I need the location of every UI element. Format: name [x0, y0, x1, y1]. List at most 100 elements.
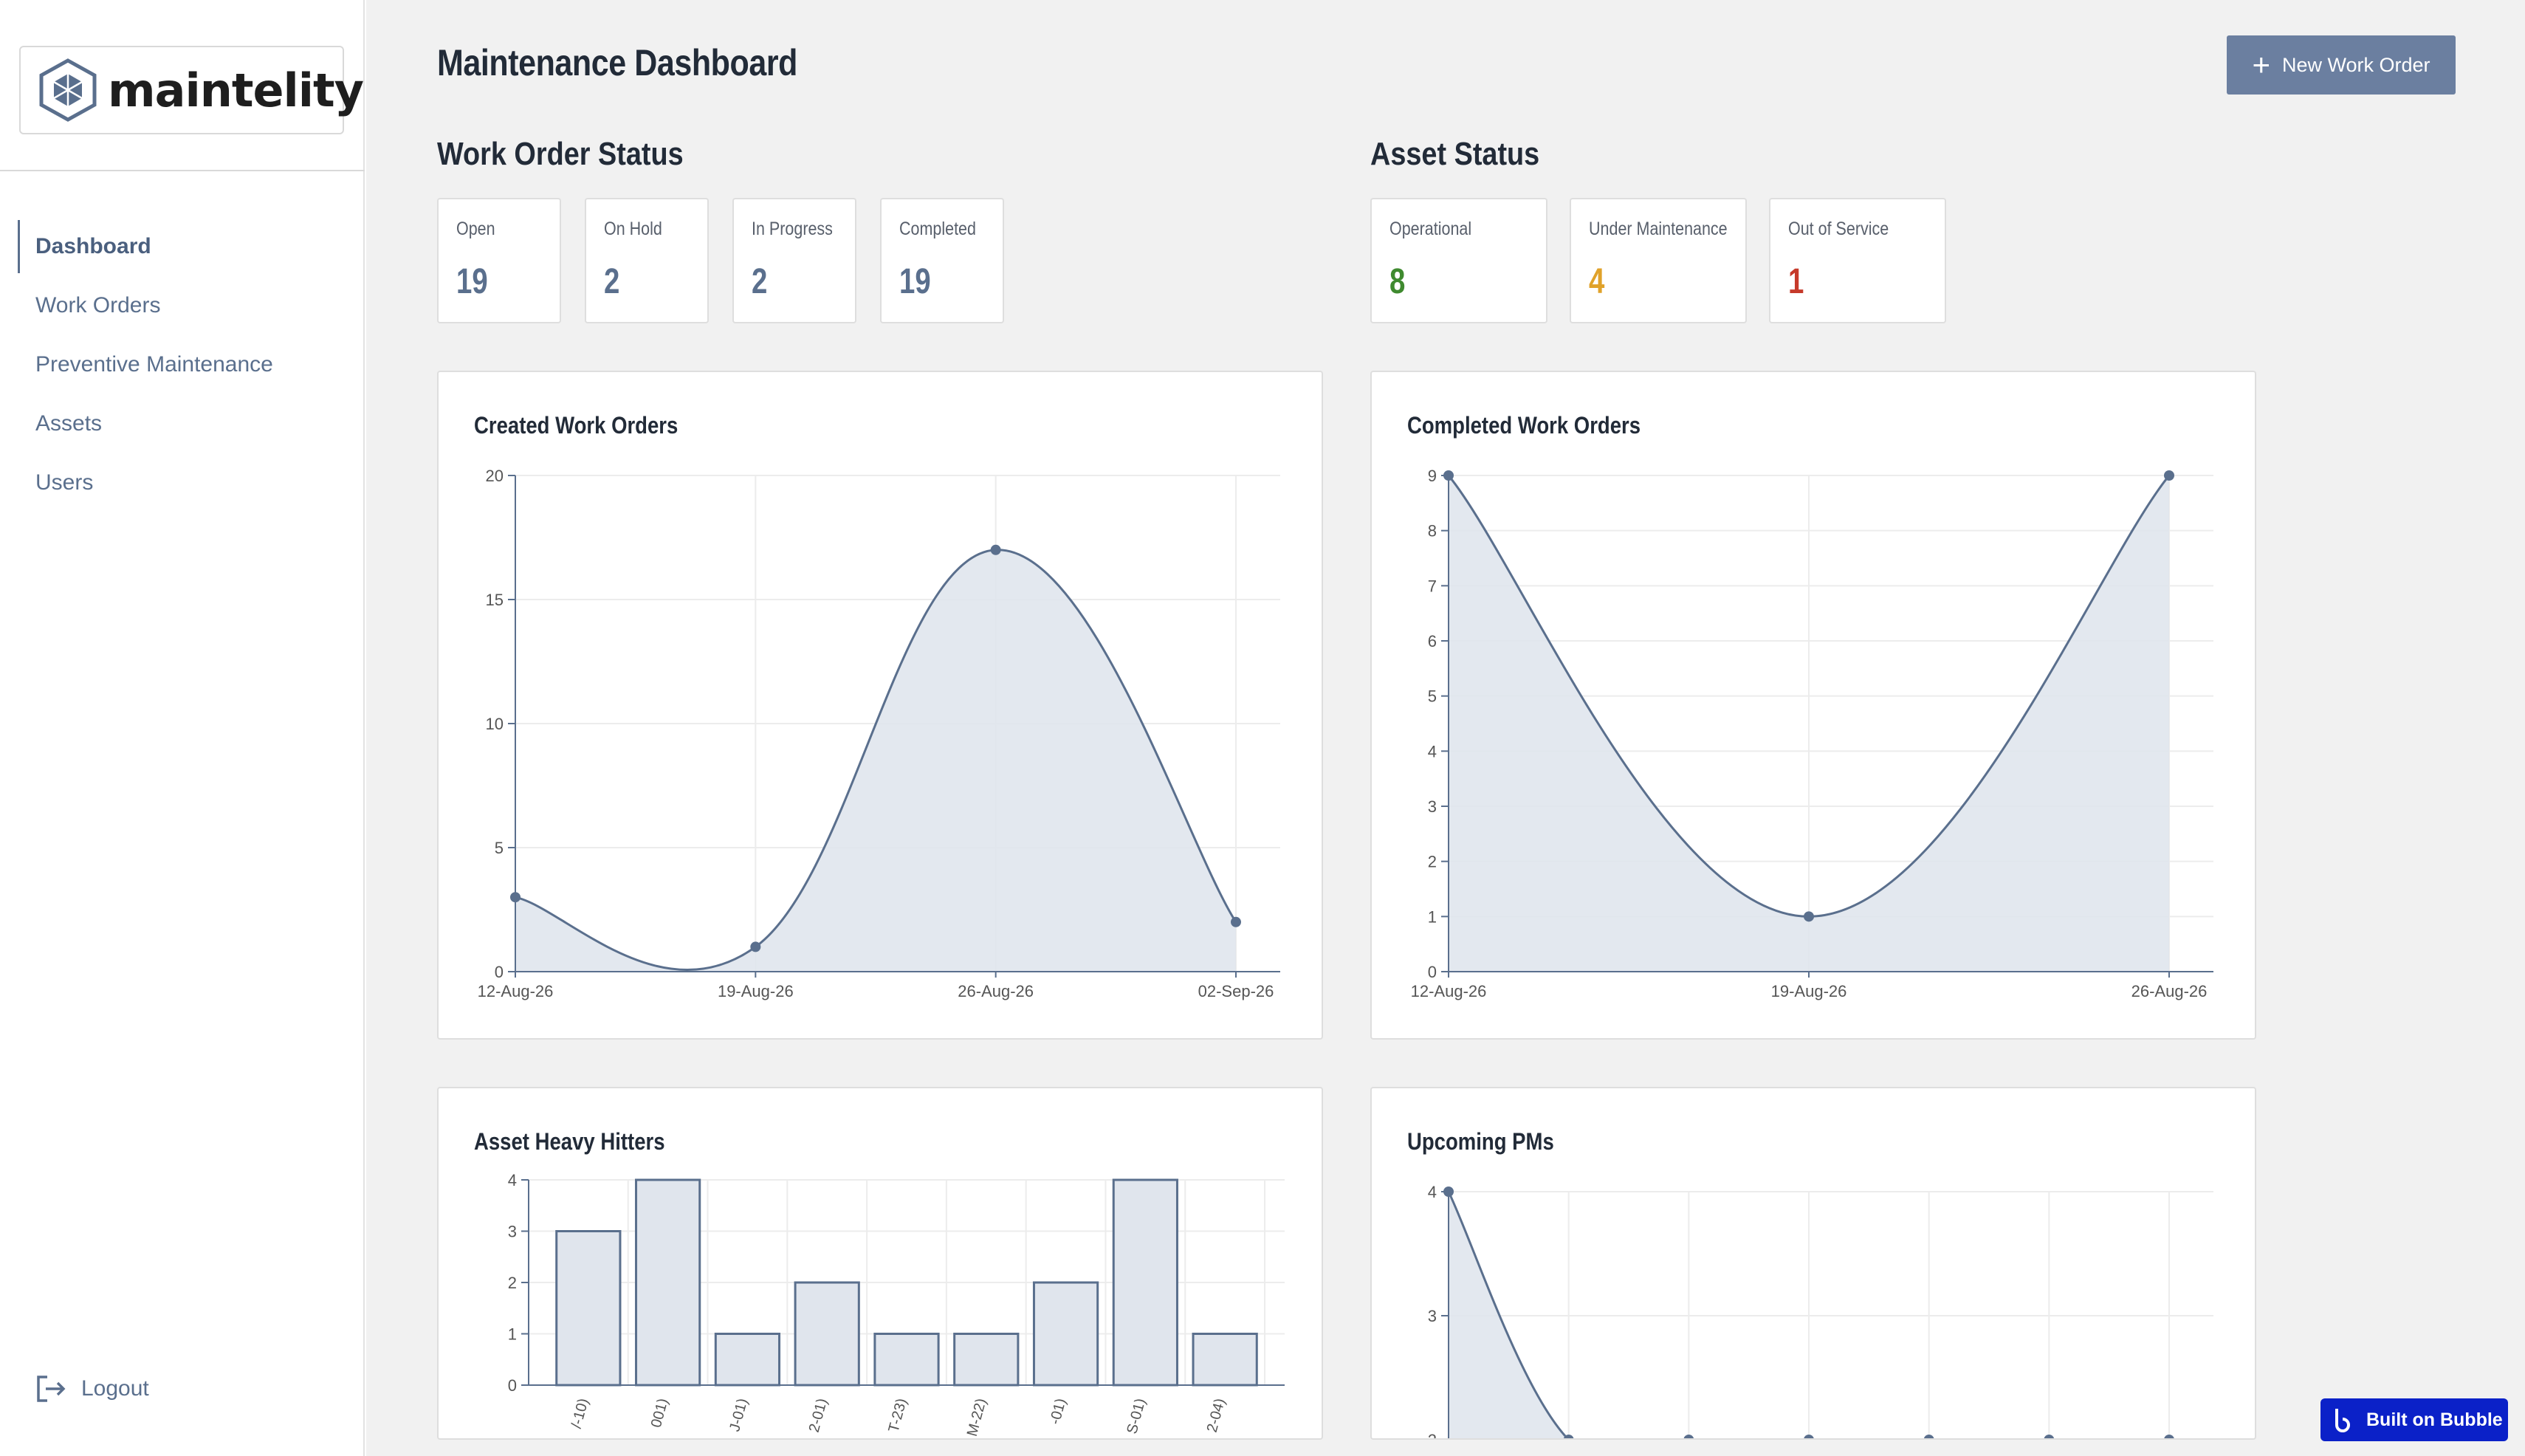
stat-value: 19: [456, 262, 488, 301]
x-tick-label: -01): [1047, 1397, 1069, 1426]
logout-button[interactable]: Logout: [35, 1370, 149, 1407]
built-on-bubble-badge[interactable]: Built on Bubble: [2320, 1398, 2508, 1441]
series-line: [1447, 1191, 1569, 1438]
y-tick-label: 10: [486, 715, 504, 733]
series-area: [1449, 1192, 1567, 1438]
chart-title: Asset Heavy Hitters: [474, 1128, 665, 1155]
stat-label: Operational: [1389, 219, 1472, 239]
logout-label: Logout: [81, 1376, 149, 1401]
bar: [953, 1333, 1020, 1387]
chart-title: Completed Work Orders: [1407, 412, 1641, 439]
y-tick-label: 4: [1428, 742, 1437, 760]
sidebar-item-users[interactable]: Users: [35, 470, 94, 495]
x-tick-label: 2-04): [1204, 1397, 1229, 1435]
stat-value: 4: [1589, 262, 1605, 301]
data-point: [990, 544, 1001, 555]
y-tick-label: 0: [508, 1376, 517, 1395]
bar: [1192, 1333, 1258, 1387]
sidebar-divider: [0, 170, 365, 171]
stat-card-operational[interactable]: Operational 8: [1370, 198, 1547, 323]
data-point: [1563, 1435, 1574, 1438]
series-line: [515, 549, 1237, 972]
x-tick-label: T-23): [885, 1397, 910, 1435]
sidebar-item-preventive-maintenance[interactable]: Preventive Maintenance: [35, 352, 273, 377]
y-tick-label: 4: [508, 1171, 517, 1189]
series-area: [515, 549, 1236, 972]
x-tick-label: 26-Aug-26: [958, 982, 1034, 1000]
created-work-orders-panel: Created Work Orders 0 5 10 15 20 12-Aug-26 19-…: [437, 371, 1323, 1040]
sidebar-item-work-orders[interactable]: Work Orders: [35, 293, 161, 317]
data-point: [1231, 916, 1241, 927]
x-tick-label: S-01): [1124, 1397, 1149, 1436]
stat-label: Completed: [899, 219, 976, 239]
x-tick-label: 001): [648, 1397, 672, 1429]
main-content: Maintenance Dashboard + New Work Order W…: [366, 0, 2525, 1456]
bar: [635, 1178, 701, 1387]
bar: [1112, 1178, 1178, 1387]
y-tick-label: 1: [508, 1325, 517, 1344]
x-tick-label: 19-Aug-26: [718, 982, 794, 1000]
completed-work-orders-panel: Completed Work Orders 0 1 2 3 4 5 6 7 8 9 12-Aug-2…: [1370, 371, 2256, 1040]
stat-card-completed[interactable]: Completed 19: [880, 198, 1004, 323]
work-order-status-title: Work Order Status: [437, 136, 684, 172]
logo[interactable]: maintelity: [19, 46, 364, 134]
data-point: [1804, 1435, 1814, 1438]
y-tick-label: 0: [1428, 963, 1437, 981]
y-tick-label: 3: [1428, 797, 1437, 816]
y-tick-label: 8: [1428, 522, 1437, 540]
sidebar-item-dashboard[interactable]: Dashboard: [0, 217, 365, 276]
logout-icon: [37, 1376, 66, 1402]
chart-title: Upcoming PMs: [1407, 1128, 1554, 1155]
asset-status-title: Asset Status: [1370, 136, 1540, 172]
stat-value: 8: [1389, 262, 1406, 301]
x-tick-label: 2-01): [806, 1397, 831, 1435]
y-tick-label: 6: [1428, 632, 1437, 650]
y-tick-label: 7: [1428, 577, 1437, 595]
bubble-logo-icon: [2335, 1409, 2350, 1432]
stat-label: Open: [456, 219, 495, 239]
stat-card-under-maintenance[interactable]: Under Maintenance 4: [1570, 198, 1747, 323]
completed-work-orders-chart: 0 1 2 3 4 5 6 7 8 9 12-Aug-26 19-Aug-26 26-Aug-26: [1411, 467, 2213, 1000]
stat-card-in-progress[interactable]: In Progress 2: [732, 198, 856, 323]
bar: [794, 1281, 860, 1387]
brand-name: maintelity: [108, 63, 364, 117]
bar: [873, 1333, 940, 1387]
data-point: [1923, 1435, 1934, 1438]
upcoming-pms-chart: 2 3 4: [1428, 1183, 2213, 1440]
bar: [1032, 1281, 1099, 1387]
y-tick-label: 20: [486, 467, 504, 485]
x-tick-label: J-01): [726, 1397, 751, 1434]
stat-label: In Progress: [752, 219, 833, 239]
x-tick-label: 12-Aug-26: [478, 982, 554, 1000]
y-tick-label: 2: [1428, 853, 1437, 871]
stat-card-on-hold[interactable]: On Hold 2: [585, 198, 709, 323]
stat-value: 2: [752, 262, 768, 301]
bar: [555, 1230, 622, 1387]
data-point: [750, 941, 761, 952]
data-point: [1804, 911, 1814, 922]
stat-label: Under Maintenance: [1589, 219, 1728, 239]
data-point: [2164, 470, 2174, 481]
stat-card-open[interactable]: Open 19: [437, 198, 561, 323]
y-tick-label: 3: [508, 1223, 517, 1241]
stat-card-out-of-service[interactable]: Out of Service 1: [1769, 198, 1946, 323]
stat-label: On Hold: [604, 219, 662, 239]
sidebar-item-assets[interactable]: Assets: [35, 411, 103, 436]
y-tick-label: 1: [1428, 907, 1437, 926]
y-tick-label: 2: [1428, 1431, 1437, 1440]
y-tick-label: 9: [1428, 467, 1437, 485]
data-point: [2044, 1435, 2055, 1438]
built-on-bubble-label: Built on Bubble: [2366, 1409, 2503, 1430]
data-point: [2164, 1435, 2174, 1438]
asset-heavy-hitters-chart: 0 1 2 3 4 /-10) 001) J-01) 2-01) T-23) M-22) -01) S-…: [508, 1171, 1285, 1438]
stat-value: 2: [604, 262, 620, 301]
new-work-order-label: New Work Order: [2281, 53, 2430, 76]
hexagon-logo-icon: [39, 58, 97, 122]
x-tick-label: /-10): [568, 1397, 592, 1430]
x-tick-label: M-22): [964, 1397, 990, 1438]
chart-title: Created Work Orders: [474, 412, 679, 439]
y-tick-label: 0: [495, 963, 504, 981]
new-work-order-button[interactable]: + New Work Order: [2227, 35, 2456, 95]
created-work-orders-chart: 0 5 10 15 20 12-Aug-26 19-Aug-26 26-Aug-26 02-Se…: [478, 467, 1280, 1000]
asset-heavy-hitters-panel: Asset Heavy Hitters 0 1 2 3 4 /-10) 001) J-01) 2…: [437, 1087, 1323, 1440]
